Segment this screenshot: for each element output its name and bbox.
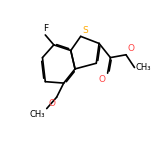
Text: CH₃: CH₃: [136, 63, 151, 72]
Text: O: O: [127, 44, 134, 53]
Text: CH₃: CH₃: [30, 110, 45, 119]
Text: O: O: [48, 99, 55, 108]
Text: F: F: [43, 24, 48, 33]
Text: S: S: [82, 26, 88, 35]
Text: O: O: [98, 75, 105, 84]
